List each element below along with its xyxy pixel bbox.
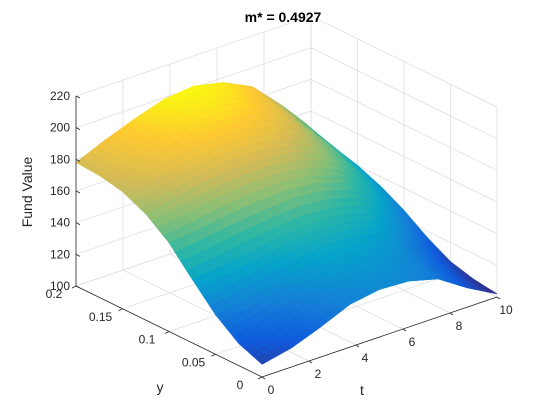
z-tick-label: 120 (50, 247, 70, 261)
z-gridline (75, 15, 498, 108)
z-axis-label: Fund Value (19, 157, 35, 228)
y-tick-label: 0 (237, 378, 244, 392)
x-tick-label: 10 (499, 303, 513, 317)
x-tick-mark (449, 312, 454, 316)
x-tick-label: 0 (268, 383, 275, 397)
z-tick-label: 200 (50, 121, 70, 135)
y-tick-label: 0.1 (139, 333, 156, 347)
y-tick-mark (211, 353, 216, 357)
x-tick-label: 2 (315, 367, 322, 381)
x-tick-mark (355, 344, 360, 348)
x-tick-mark (402, 328, 407, 332)
y-tick-mark (164, 331, 170, 334)
z-tick-label: 160 (50, 184, 70, 198)
z-tick-label: 100 (50, 279, 70, 293)
z-tick-label: 140 (50, 216, 70, 230)
z-tick-mark (75, 253, 81, 257)
z-tick-label: 180 (50, 152, 70, 166)
x-tick-label: 8 (456, 319, 463, 333)
z-tick-mark (75, 127, 81, 131)
surface-layer (75, 81, 498, 365)
z-tick-mark (75, 158, 81, 162)
y-tick-mark (71, 285, 77, 289)
z-gridline (75, 47, 498, 140)
y-tick-label: 0.15 (89, 310, 113, 324)
x-tick-mark (261, 376, 266, 380)
z-tick-mark (75, 95, 81, 99)
z-tick-mark (75, 190, 81, 194)
y-tick-mark (257, 376, 263, 380)
z-tick-mark (75, 222, 81, 226)
z-tick-label: 220 (50, 89, 70, 103)
y-tick-label: 0.2 (46, 287, 63, 301)
y-tick-label: 0.05 (182, 355, 206, 369)
x-tick-mark (308, 360, 313, 364)
surface-patch (483, 288, 498, 295)
y-axis-label: y (157, 379, 164, 395)
y-tick-mark (118, 308, 123, 312)
x-tick-label: 6 (409, 335, 416, 349)
z-tick-mark (75, 285, 81, 289)
tick-layer: 024681000.050.10.150.2100120140160180200… (46, 89, 513, 397)
x-axis-label: t (360, 382, 364, 398)
x-tick-mark (496, 296, 501, 300)
chart-title: m* = 0.4927 (245, 9, 322, 25)
x-axis-line (261, 296, 498, 378)
x-tick-label: 4 (362, 351, 369, 365)
